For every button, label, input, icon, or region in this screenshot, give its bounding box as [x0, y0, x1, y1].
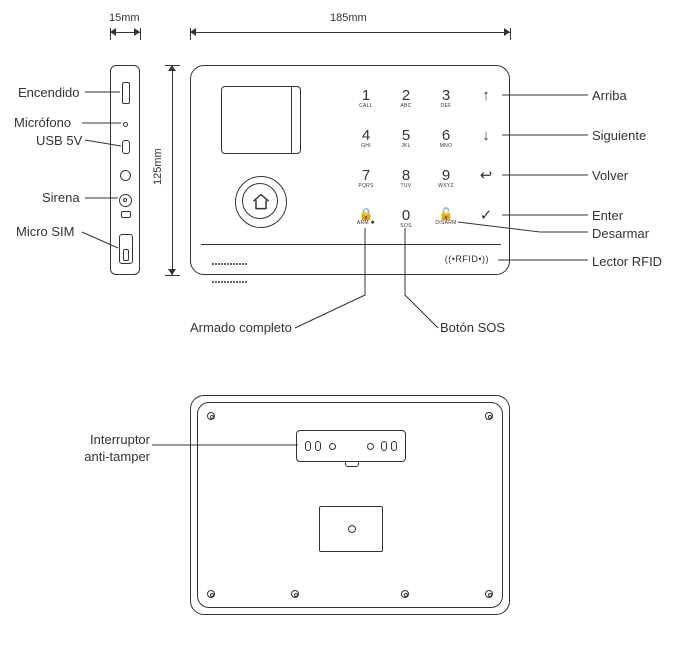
dim-depth: 15mm: [109, 12, 140, 24]
screw-tr: [485, 412, 493, 420]
dim-w-tick-r: [510, 28, 511, 40]
screw-bl: [207, 590, 215, 598]
tamper-hole-1: [305, 441, 311, 451]
siren-port: [119, 194, 132, 207]
label-rfid: Lector RFID: [592, 254, 662, 269]
key-8[interactable]: 8TUV: [389, 168, 423, 189]
dim-width-line: [190, 32, 510, 33]
screw-br: [485, 590, 493, 598]
siren-slot: [121, 211, 131, 218]
dim-d-tick-r: [140, 28, 141, 40]
power-port: [122, 82, 130, 104]
lcd-screen: [221, 86, 301, 154]
side-panel: [110, 65, 140, 275]
label-next: Siguiente: [592, 128, 646, 143]
tamper-hole-5: [381, 441, 387, 451]
key-arm[interactable]: 🔒ARM ✱: [349, 208, 383, 226]
label-up: Arriba: [592, 88, 627, 103]
back-center-plate: [319, 506, 383, 552]
label-sim: Micro SIM: [16, 224, 75, 239]
dim-d-tick-l: [110, 28, 111, 40]
tamper-hole-3: [329, 443, 336, 450]
label-disarm: Desarmar: [592, 226, 649, 241]
front-separator: [201, 244, 501, 245]
front-panel: 1CALL 2ABC 3DEF ↑ 4GHI 5JKL 6MNO ↓ 7PQRS…: [190, 65, 510, 275]
home-icon: [251, 192, 271, 212]
key-6[interactable]: 6MNO: [429, 128, 463, 149]
key-back[interactable]: ↩: [469, 168, 503, 183]
key-down[interactable]: ↓: [469, 128, 503, 143]
dim-height-line: [172, 65, 173, 275]
dim-w-tick-l: [190, 28, 191, 40]
key-4[interactable]: 4GHI: [349, 128, 383, 149]
label-usb: USB 5V: [36, 133, 82, 148]
tamper-hole-4: [367, 443, 374, 450]
label-sos: Botón SOS: [440, 320, 505, 335]
tamper-hole-2: [315, 441, 321, 451]
screw-bml: [291, 590, 299, 598]
key-0[interactable]: 0SOS: [389, 208, 423, 229]
tamper-switch-housing: [296, 430, 406, 462]
usb-port: [122, 140, 130, 154]
label-mic: Micrófono: [14, 115, 71, 130]
key-disarm[interactable]: 🔓DISARM: [429, 208, 463, 226]
screw-bmr: [401, 590, 409, 598]
back-center-hole: [348, 525, 356, 533]
dim-height: 125mm: [152, 148, 164, 185]
tamper-hole-6: [391, 441, 397, 451]
label-back: Volver: [592, 168, 628, 183]
label-enter: Enter: [592, 208, 623, 223]
speaker-grille: [211, 252, 261, 288]
key-2[interactable]: 2ABC: [389, 88, 423, 109]
key-7[interactable]: 7PQRS: [349, 168, 383, 189]
dim-width: 185mm: [330, 12, 367, 24]
key-enter[interactable]: ✓: [469, 208, 503, 223]
sim-port: [119, 234, 133, 264]
key-3[interactable]: 3DEF: [429, 88, 463, 109]
screw-tl: [207, 412, 215, 420]
dim-h-tick-t: [165, 65, 180, 66]
back-panel: [190, 395, 510, 615]
key-up[interactable]: ↑: [469, 88, 503, 103]
key-5[interactable]: 5JKL: [389, 128, 423, 149]
label-arm-full: Armado completo: [190, 320, 292, 335]
home-button-ring: [235, 176, 287, 228]
label-power: Encendido: [18, 85, 79, 100]
rfid-reader[interactable]: ((•RFID•)): [445, 254, 489, 264]
home-button[interactable]: [242, 183, 278, 219]
dim-h-tick-b: [165, 275, 180, 276]
label-siren: Sirena: [42, 190, 80, 205]
tamper-notch: [345, 461, 359, 467]
label-tamper: Interruptoranti-tamper: [60, 432, 150, 466]
mic-hole: [123, 122, 128, 127]
key-1[interactable]: 1CALL: [349, 88, 383, 109]
key-9[interactable]: 9WXYZ: [429, 168, 463, 189]
aux-port: [120, 170, 131, 181]
